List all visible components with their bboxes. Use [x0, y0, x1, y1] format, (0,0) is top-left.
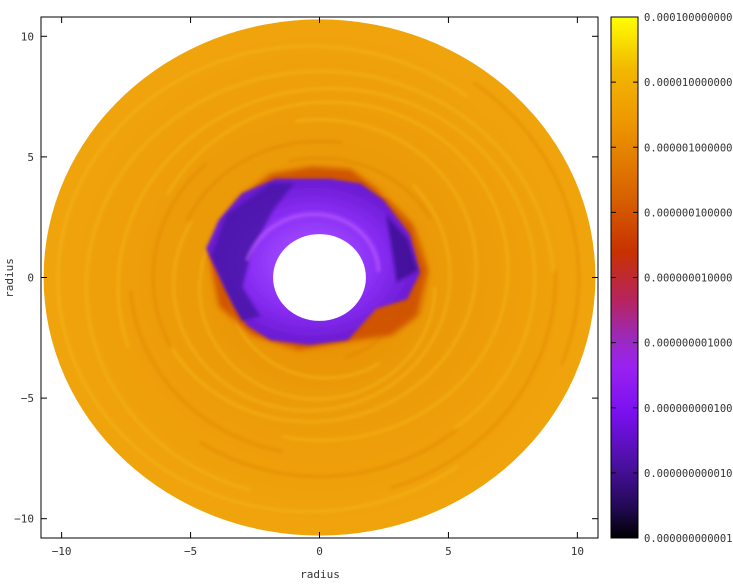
y-tick-label: 5 [27, 151, 34, 164]
colorbar-tick-label: 0.000000001000 [644, 338, 733, 350]
x-axis-label: radius [300, 568, 340, 581]
y-tick-label: 0 [27, 272, 34, 285]
x-tick-label: 0 [316, 545, 323, 558]
disk-spiral-trough [288, 156, 432, 220]
y-tick-label: −5 [21, 392, 34, 405]
colorbar-tick-label: 0.000100000000 [644, 12, 733, 24]
disk-spiral-trough [389, 270, 557, 490]
colorbar-tick-label: 0.000000100000 [644, 207, 733, 219]
y-tick-label: 10 [21, 30, 34, 43]
colorbar-tick-label: 0.000000000100 [644, 403, 733, 415]
colorbar-ticks: 0.000000000001 0.000000000010 0.0000000001… [611, 12, 733, 545]
disk-spiral-trough [151, 162, 208, 350]
gap-dark-pocket [386, 214, 418, 283]
disk-spiral-arm [56, 44, 469, 513]
axis-ticks: −10 −5 0 5 10 −10 −5 0 5 10 [14, 17, 598, 558]
colorbar-tick-label: 0.000000000010 [644, 468, 733, 480]
inner-hole [273, 234, 366, 321]
disk-spiral-arm [169, 118, 478, 423]
disk-spiral-trough [472, 81, 580, 365]
disk-spiral-arm [116, 87, 536, 431]
disk-spiral-arm [172, 183, 452, 412]
density-disk [43, 19, 596, 536]
colorbar-tick-label: 0.000000000001 [644, 533, 733, 545]
gap-dark-pocket [211, 183, 294, 321]
disk-spiral-trough [199, 428, 459, 478]
disk-spiral-trough [129, 290, 283, 453]
x-tick-label: 5 [445, 545, 452, 558]
y-axis-label: radius [3, 258, 16, 298]
x-tick-label: −5 [184, 545, 197, 558]
y-tick-label: −10 [14, 513, 34, 526]
x-tick-label: 10 [571, 545, 584, 558]
disk-spiral-arm [166, 100, 510, 442]
disk-spiral-trough [185, 139, 342, 222]
colorbar-tick-label: 0.000010000000 [644, 77, 733, 89]
colorbar-tick-label: 0.000001000000 [644, 142, 733, 154]
colorbar-tick-label: 0.000000010000 [644, 273, 733, 285]
x-tick-label: −10 [52, 545, 72, 558]
cavity-inner-arm [245, 212, 381, 273]
disk-spiral-trough [383, 197, 428, 316]
disk-spiral-arm [85, 70, 555, 492]
